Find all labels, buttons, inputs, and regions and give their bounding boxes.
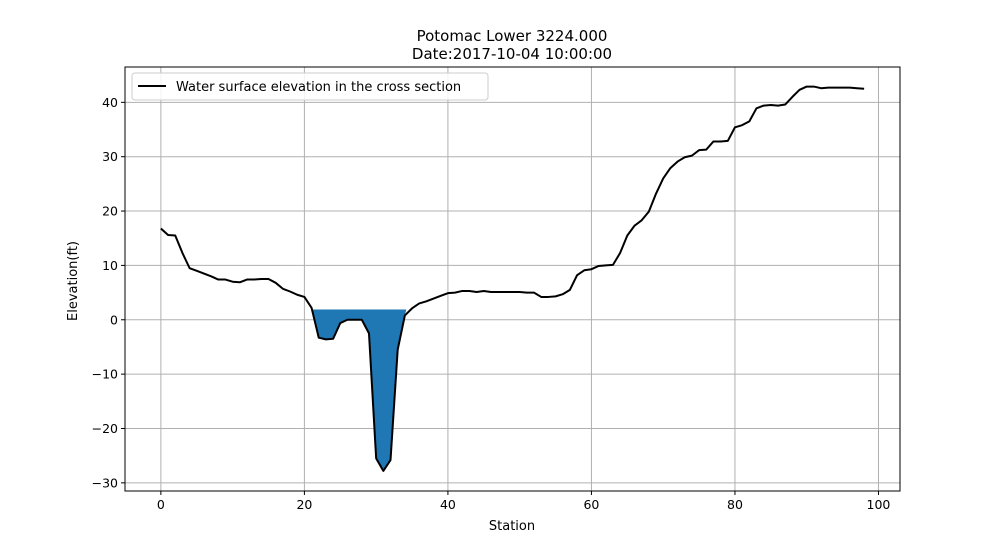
y-tick-label: 0 [110, 312, 118, 327]
y-tick-label: −10 [92, 367, 118, 382]
x-axis-label: Station [489, 519, 535, 534]
y-tick-label: −20 [92, 421, 118, 436]
legend-box [131, 72, 489, 101]
series-layer [160, 85, 865, 472]
x-tick-label: 60 [583, 497, 599, 512]
x-tick-label: 100 [867, 497, 891, 512]
series-line-cross-section [160, 85, 865, 472]
legend-label: Water surface elevation in the cross sec… [176, 80, 461, 95]
y-tick-label: 40 [102, 95, 118, 110]
water-area-layer [311, 309, 407, 471]
chart-subtitle: Date:2017-10-04 10:00:00 [412, 45, 612, 63]
grid-lines [125, 67, 900, 491]
y-tick-label: −30 [92, 475, 118, 490]
chart-title: Potomac Lower 3224.000 [417, 27, 608, 45]
legend: Water surface elevation in the cross sec… [131, 72, 489, 101]
x-tick-label: 80 [727, 497, 743, 512]
y-axis-label: Elevation(ft) [66, 241, 81, 321]
axis-ticks: 0 20 40 60 80 100 −30 −20 −10 0 10 20 30 40 [92, 95, 891, 512]
x-tick-label: 20 [296, 497, 312, 512]
water-area [311, 309, 407, 471]
y-tick-label: 20 [102, 204, 118, 219]
plot-frame [124, 66, 901, 492]
y-tick-label: 10 [102, 258, 118, 273]
x-tick-label: 0 [157, 497, 165, 512]
x-tick-label: 40 [440, 497, 456, 512]
y-tick-label: 30 [102, 149, 118, 164]
